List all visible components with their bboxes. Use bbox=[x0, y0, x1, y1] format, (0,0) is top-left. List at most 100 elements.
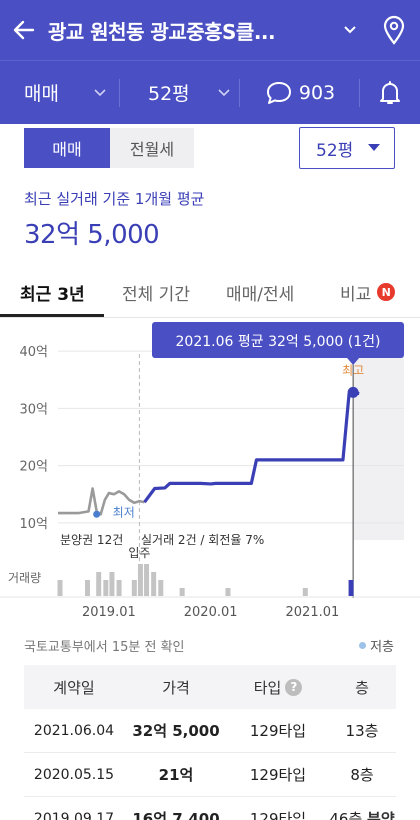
divider bbox=[359, 78, 360, 107]
floor-legend-label: 저층 bbox=[370, 640, 394, 655]
x-tick-label: 2019.01 bbox=[82, 605, 136, 620]
row-date: 2019.09.17 bbox=[33, 810, 115, 820]
filter-bar: 매매 52평 903 bbox=[0, 60, 420, 124]
area-select-value: 52평 bbox=[316, 140, 354, 161]
presale-tag: 분양 bbox=[367, 810, 395, 820]
presale-count-text: 분양권 12건 bbox=[60, 533, 123, 547]
chevron-down-icon bbox=[94, 88, 106, 96]
period-tabs: 최근 3년 전체 기간 매매/전세 비교 N bbox=[0, 266, 420, 318]
volume-bar bbox=[57, 580, 63, 596]
row-date: 2020.05.15 bbox=[33, 766, 115, 783]
row-price: 21억 bbox=[158, 766, 194, 784]
pre-sale-series-line bbox=[58, 487, 145, 516]
top-app-bar: 광교 원천동 광교중흥S클... bbox=[0, 0, 420, 60]
chevron-down-icon bbox=[218, 88, 230, 96]
price-chart[interactable]: 40억 30억 20억 10억 최저 최고 2021.06 평균 32억 5,000 (1건… bbox=[0, 318, 420, 628]
header-price: 가격 bbox=[162, 678, 190, 697]
row-type: 129타입 bbox=[249, 766, 307, 784]
active-tab-underline bbox=[0, 314, 104, 317]
volume-bar bbox=[179, 588, 185, 596]
volume-bar bbox=[131, 580, 137, 596]
min-point-label: 최저 bbox=[113, 505, 135, 519]
floor-legend: 저층 bbox=[359, 636, 394, 655]
divider bbox=[239, 78, 240, 107]
max-point-marker bbox=[347, 386, 359, 398]
volume-bar bbox=[116, 580, 122, 596]
row-type: 129타입 bbox=[249, 722, 307, 740]
tab-sale-jeonse[interactable]: 매매/전세 bbox=[226, 284, 295, 305]
caret-down-icon bbox=[368, 144, 380, 151]
table-row[interactable]: 2021.06.04 32억 5,000 129타입 13층 bbox=[24, 709, 396, 753]
volume-bar bbox=[137, 564, 143, 596]
bell-icon bbox=[380, 80, 400, 104]
row-floor: 8층 bbox=[350, 766, 374, 784]
row-date: 2021.06.04 bbox=[33, 722, 115, 739]
volume-bar bbox=[151, 572, 157, 596]
tooltip-pointer bbox=[347, 358, 360, 365]
y-tick-label: 40억 bbox=[19, 345, 48, 360]
header-floor: 층 bbox=[355, 678, 369, 697]
min-point-marker bbox=[93, 510, 101, 518]
x-tick-label: 2021.01 bbox=[286, 605, 340, 620]
row-price: 32억 5,000 bbox=[132, 722, 220, 740]
tab-sale[interactable]: 매매 bbox=[24, 128, 110, 168]
trade-type-label: 매매 bbox=[24, 83, 59, 105]
tab-compare[interactable]: 비교 N bbox=[340, 266, 396, 318]
move-in-label: 입주 bbox=[128, 546, 150, 560]
new-badge: N bbox=[377, 283, 396, 301]
map-pin-icon bbox=[383, 15, 405, 45]
tooltip-box bbox=[152, 322, 404, 358]
alarm-button[interactable] bbox=[360, 61, 420, 125]
future-shaded-area bbox=[353, 334, 404, 540]
area-select[interactable]: 52평 bbox=[299, 127, 395, 169]
row-type: 129타입 bbox=[249, 810, 307, 820]
y-tick-label: 30억 bbox=[19, 402, 48, 417]
question-icon[interactable]: ? bbox=[285, 678, 303, 696]
location-button[interactable] bbox=[368, 15, 420, 45]
trade-type-filter[interactable]: 매매 bbox=[0, 61, 120, 125]
row-price: 16억 7,400 bbox=[132, 810, 220, 820]
volume-label: 거래량 bbox=[8, 571, 41, 585]
x-tick-label: 2020.01 bbox=[184, 605, 238, 620]
table-row[interactable]: 2019.09.17 16억 7,400 129타입 46층 분양 bbox=[24, 797, 396, 820]
y-tick-label: 20억 bbox=[19, 460, 48, 475]
header-type: 타입 ? bbox=[228, 677, 328, 698]
table-header: 계약일 가격 타입 ? 층 bbox=[24, 665, 396, 709]
area-filter-label: 52평 bbox=[148, 83, 190, 105]
tab-all-period[interactable]: 전체 기간 bbox=[122, 284, 190, 305]
divider bbox=[119, 78, 120, 107]
row-floor: 13층 bbox=[345, 722, 379, 740]
volume-bar bbox=[96, 572, 102, 596]
tab-rent[interactable]: 전월세 bbox=[110, 128, 194, 168]
tab-recent-3y[interactable]: 최근 3년 bbox=[20, 284, 85, 305]
trade-type-tabs: 매매 전월세 bbox=[24, 128, 194, 168]
complex-title[interactable]: 광교 원천동 광교중흥S클... bbox=[48, 19, 276, 44]
y-tick-label: 10억 bbox=[19, 517, 48, 532]
comment-count: 903 bbox=[298, 81, 336, 104]
transaction-table: 계약일 가격 타입 ? 층 2021.06.04 32억 5,000 129타입… bbox=[24, 665, 396, 820]
header-date: 계약일 bbox=[53, 678, 95, 697]
volume-bar bbox=[302, 588, 308, 596]
back-button[interactable] bbox=[0, 0, 48, 60]
table-row[interactable]: 2020.05.15 21억 129타입 8층 bbox=[24, 753, 396, 797]
volume-bar bbox=[348, 580, 354, 596]
volume-bar bbox=[85, 580, 91, 596]
row-floor-cell: 46층 분양 bbox=[328, 808, 396, 820]
volume-bar bbox=[225, 588, 231, 596]
area-filter[interactable]: 52평 bbox=[120, 61, 240, 125]
comments-button[interactable]: 903 bbox=[240, 61, 360, 125]
legend-dot bbox=[359, 642, 367, 649]
complex-dropdown-button[interactable] bbox=[332, 25, 368, 35]
trade-stats-text: 실거래 2건 / 회전율 7% bbox=[141, 533, 264, 547]
average-price: 32억 5,000 bbox=[24, 220, 160, 250]
volume-bar bbox=[158, 580, 164, 596]
average-label: 최근 실거래 기준 1개월 평균 bbox=[24, 190, 205, 208]
sale-series-line bbox=[143, 390, 360, 504]
header-type-label: 타입 bbox=[253, 678, 282, 697]
source-note: 국토교통부에서 15분 전 확인 bbox=[24, 640, 185, 655]
row-floor: 46층 bbox=[329, 810, 363, 820]
volume-bar bbox=[103, 580, 109, 596]
tooltip-text: 2021.06 평균 32억 5,000 (1건) bbox=[176, 334, 381, 350]
max-point-label: 최고 bbox=[342, 363, 364, 377]
chevron-down-icon bbox=[344, 26, 356, 34]
